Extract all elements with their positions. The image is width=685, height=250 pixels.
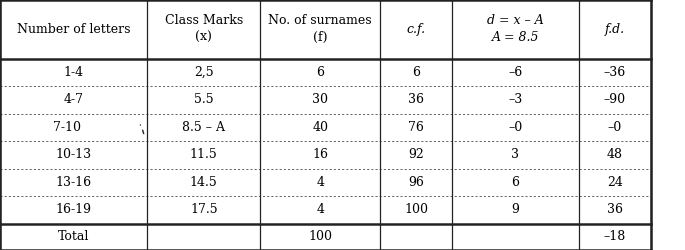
- Text: 2,5: 2,5: [194, 66, 214, 79]
- Text: 14.5: 14.5: [190, 176, 218, 189]
- Text: 76: 76: [408, 121, 424, 134]
- Text: 48: 48: [607, 148, 623, 162]
- Text: 6: 6: [412, 66, 420, 79]
- Text: 16: 16: [312, 148, 328, 162]
- Text: 40: 40: [312, 121, 328, 134]
- Text: 11.5: 11.5: [190, 148, 218, 162]
- Text: 96: 96: [408, 176, 424, 189]
- Text: 24: 24: [607, 176, 623, 189]
- Text: 4: 4: [316, 176, 324, 189]
- Text: 7-10: 7-10: [53, 121, 81, 134]
- Text: Number of letters: Number of letters: [17, 23, 130, 36]
- Text: 92: 92: [408, 148, 424, 162]
- Text: 36: 36: [408, 94, 424, 106]
- Text: f.d.: f.d.: [605, 23, 625, 36]
- Text: 4-7: 4-7: [64, 94, 84, 106]
- Text: –0: –0: [508, 121, 523, 134]
- Text: 100: 100: [308, 230, 332, 243]
- Text: Total: Total: [58, 230, 89, 243]
- Text: 4: 4: [316, 204, 324, 216]
- Text: 100: 100: [404, 204, 428, 216]
- Text: 1-4: 1-4: [64, 66, 84, 79]
- Text: No. of surnames
(f): No. of surnames (f): [269, 14, 372, 44]
- Text: 3: 3: [512, 148, 519, 162]
- Text: 16-19: 16-19: [55, 204, 92, 216]
- Text: 30: 30: [312, 94, 328, 106]
- Text: 9: 9: [512, 204, 519, 216]
- Text: c.f.: c.f.: [407, 23, 425, 36]
- Text: 10-13: 10-13: [55, 148, 92, 162]
- Text: –90: –90: [603, 94, 626, 106]
- Text: –6: –6: [508, 66, 523, 79]
- Text: Class Marks
(x): Class Marks (x): [164, 14, 243, 44]
- Text: 36: 36: [607, 204, 623, 216]
- Text: –18: –18: [603, 230, 626, 243]
- Text: 17.5: 17.5: [190, 204, 218, 216]
- Text: –0: –0: [608, 121, 622, 134]
- Text: d = x – A
A = 8.5: d = x – A A = 8.5: [487, 14, 544, 44]
- Text: 8.5 – A: 8.5 – A: [182, 121, 225, 134]
- Text: 5.5: 5.5: [194, 94, 214, 106]
- Text: 6: 6: [512, 176, 519, 189]
- Text: –3: –3: [508, 94, 523, 106]
- Text: –36: –36: [603, 66, 626, 79]
- Text: 6: 6: [316, 66, 324, 79]
- Text: 13-16: 13-16: [55, 176, 92, 189]
